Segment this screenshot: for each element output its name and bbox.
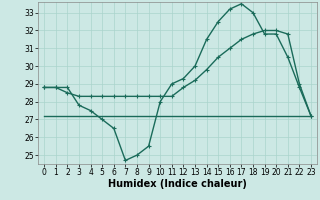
X-axis label: Humidex (Indice chaleur): Humidex (Indice chaleur) bbox=[108, 179, 247, 189]
